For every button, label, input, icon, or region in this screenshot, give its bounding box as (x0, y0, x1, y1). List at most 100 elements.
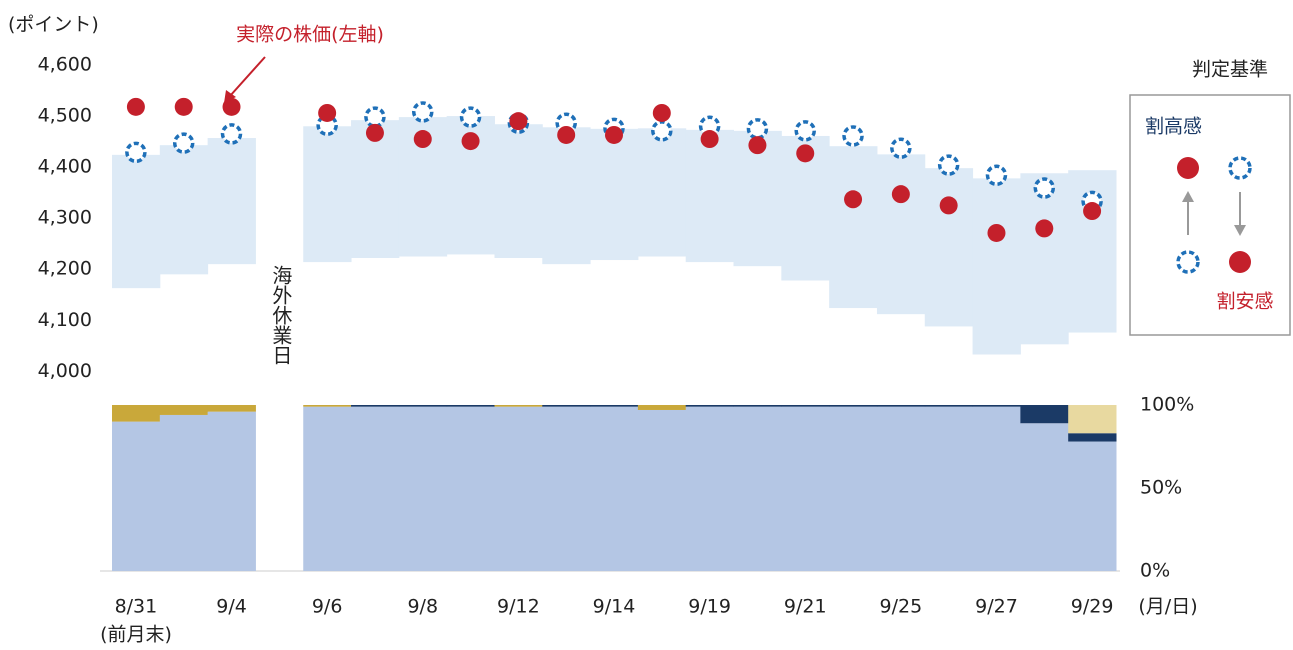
legend-red-dot (1229, 251, 1251, 273)
legend-label: 割高感 (1145, 116, 1202, 138)
fair-value-dot (937, 154, 960, 176)
legend-label: 割安感 (1216, 291, 1273, 313)
bar-segment (398, 406, 448, 571)
bar-segment (446, 406, 495, 571)
bar-segment (829, 405, 878, 407)
fair-value-dot (890, 137, 912, 159)
fair-value-dot (698, 115, 721, 138)
bar-segment (876, 406, 926, 571)
y-tick-label: 4,100 (38, 309, 92, 331)
price-dot (891, 185, 910, 204)
bar-segment (159, 414, 209, 571)
annotation: 実際の株価(左軸) (236, 24, 384, 46)
price-dot (557, 125, 576, 144)
fair-value-dot (842, 125, 864, 147)
bar-segment (972, 406, 1021, 571)
fair-value-dot (651, 120, 673, 142)
y-tick-label: 4,000 (38, 360, 92, 382)
bar-segment (733, 406, 782, 571)
x-tick-label: 9/19 (688, 596, 731, 618)
annotation-arrow (229, 56, 266, 97)
price-dot (1083, 202, 1102, 221)
legend-blue-dot (1228, 156, 1252, 180)
bar-segment (351, 405, 400, 407)
fair-value-dot (125, 141, 147, 164)
price-dot (222, 97, 241, 116)
band (590, 128, 639, 261)
x-tick-label: 9/12 (497, 596, 540, 618)
price-dot (652, 103, 671, 122)
fair-value-dot (412, 101, 434, 123)
bar-segment (159, 405, 209, 415)
x-tick-label: 8/31 (115, 596, 158, 618)
gap-label: 海外休業日 (269, 265, 293, 365)
price-dot (126, 97, 145, 116)
fair-value-dot (985, 164, 1008, 187)
legend-blue-dot (1176, 250, 1200, 274)
price-dot (1035, 219, 1054, 238)
price-dot (939, 196, 958, 215)
price-dot (748, 136, 767, 155)
fair-value-dot (220, 123, 243, 145)
band (494, 124, 543, 259)
y-tick-label: 4,400 (38, 156, 92, 178)
x-tick-label: 9/8 (407, 596, 438, 618)
bar-segment (590, 406, 639, 571)
band (637, 128, 687, 257)
x-sublabel: (前月末) (100, 624, 172, 646)
y-tick-label: 4,200 (38, 258, 92, 280)
x-tick-label: 9/29 (1071, 596, 1114, 618)
bar-segment (303, 405, 352, 407)
legend-box (1129, 94, 1291, 336)
bar-segment (1068, 441, 1117, 571)
y-tick-label: 0% (1140, 560, 1170, 582)
bar-segment (494, 406, 543, 571)
band (159, 145, 209, 275)
y-tick-label: 100% (1140, 394, 1194, 416)
x-unit-label: (月/日) (1138, 596, 1197, 618)
band (972, 178, 1021, 355)
price-dot (700, 130, 719, 149)
bar-segment (733, 405, 782, 407)
bar-segment (542, 405, 591, 407)
bar-segment (207, 405, 256, 412)
bar-segment (303, 406, 352, 571)
y-tick-label: 4,300 (38, 207, 92, 229)
bar-segment (398, 405, 448, 407)
price-dot (413, 130, 432, 149)
band (685, 129, 735, 263)
bar-segment (112, 421, 161, 571)
band (207, 138, 256, 265)
fair-value-dot (1033, 177, 1056, 199)
bar-segment (1020, 423, 1069, 571)
bar-segment (1068, 405, 1117, 434)
x-tick-label: 9/25 (880, 596, 923, 618)
bar-segment (685, 406, 735, 571)
bar-segment (924, 405, 974, 407)
price-dot (605, 125, 623, 144)
bar-segment (781, 405, 830, 407)
band (1020, 173, 1069, 345)
fair-value-dot (172, 132, 195, 154)
bar-segment (351, 406, 400, 571)
legend-arrowhead (1182, 191, 1194, 202)
y-tick-label: 50% (1140, 477, 1182, 499)
price-dot (318, 103, 337, 122)
bar-segment (446, 405, 495, 407)
band (876, 154, 926, 315)
legend-red-dot (1177, 157, 1199, 179)
band (303, 126, 352, 263)
bar-segment (590, 405, 639, 407)
x-tick-label: 9/14 (593, 596, 636, 618)
bar-segment (542, 406, 591, 571)
price-dot (174, 97, 193, 116)
bar-segment (637, 409, 687, 571)
bar-segment (972, 405, 1021, 407)
bar-segment (637, 405, 687, 410)
band (829, 146, 878, 309)
bar-segment (924, 406, 974, 571)
y-unit-label: (ポイント) (8, 14, 99, 36)
bands (112, 116, 1117, 355)
x-tick-label: 9/4 (216, 596, 247, 618)
